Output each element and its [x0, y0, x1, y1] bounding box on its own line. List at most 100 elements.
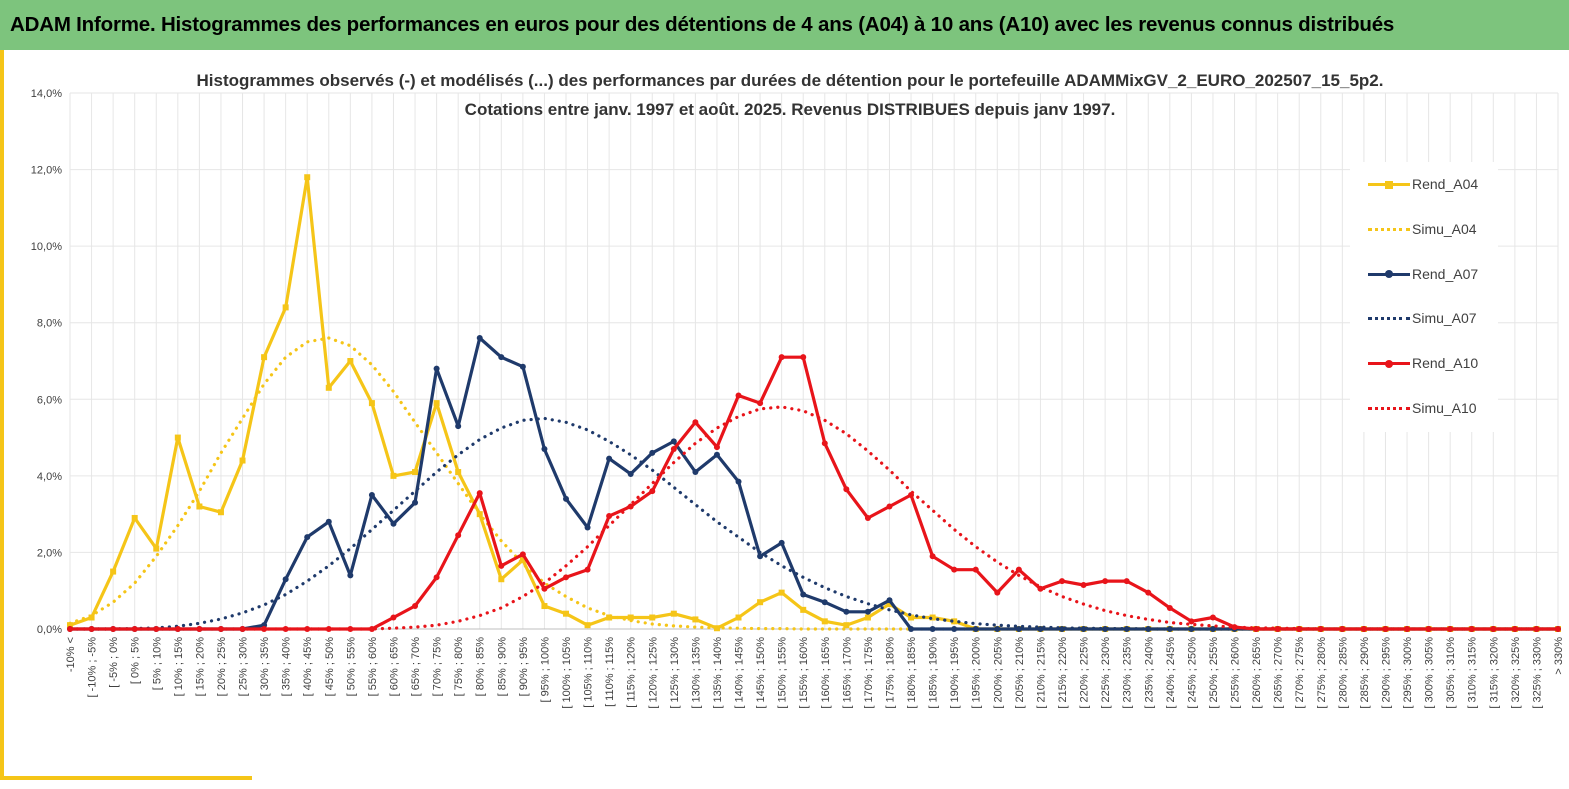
data-point-rend-a04 — [433, 400, 440, 407]
data-point-rend-a04 — [606, 614, 613, 621]
x-tick-label: [ 15% ; 20% — [194, 637, 206, 697]
legend-swatch — [1368, 407, 1410, 410]
x-tick-label: [ 80% ; 85% — [475, 637, 487, 697]
y-tick-label: 6,0% — [37, 394, 62, 406]
data-point-rend-a07 — [325, 518, 332, 525]
data-point-rend-a07 — [951, 626, 958, 632]
x-tick-label: [ 85% ; 90% — [496, 637, 508, 697]
x-tick-label: [ 270% ; 275% — [1294, 637, 1306, 709]
legend-swatch — [1368, 227, 1410, 231]
x-tick-label: [ 40% ; 45% — [302, 637, 314, 697]
data-point-rend-a10 — [1037, 585, 1044, 592]
x-tick-label: [ 155% ; 160% — [798, 637, 810, 709]
data-point-rend-a07 — [821, 599, 828, 606]
x-tick-label: [ 180% ; 185% — [906, 637, 918, 709]
x-tick-label: [ 210% ; 215% — [1035, 637, 1047, 709]
x-tick-label: [ 265% ; 270% — [1273, 637, 1285, 709]
x-tick-label: [ 45% ; 50% — [324, 637, 336, 697]
x-tick-label: [ 295% ; 300% — [1402, 637, 1414, 709]
data-point-rend-a04 — [412, 469, 419, 476]
data-point-rend-a04 — [261, 354, 268, 361]
x-tick-label: [ 35% ; 40% — [281, 637, 293, 697]
data-point-rend-a07 — [908, 626, 915, 632]
data-point-rend-a04 — [519, 557, 526, 564]
data-point-rend-a07 — [1037, 626, 1044, 632]
x-tick-label: [ 235% ; 240% — [1143, 637, 1155, 709]
series-line-simu-a10 — [68, 405, 1560, 631]
data-point-rend-a07 — [994, 626, 1001, 632]
legend-item: Rend_A07 — [1368, 264, 1498, 284]
data-point-rend-a10 — [972, 566, 979, 573]
legend-label: Simu_A10 — [1412, 400, 1477, 416]
data-point-rend-a07 — [627, 470, 634, 477]
data-point-rend-a10 — [1166, 604, 1173, 611]
data-point-rend-a04 — [174, 434, 181, 441]
data-point-rend-a10 — [994, 589, 1001, 596]
data-point-rend-a07 — [1059, 626, 1065, 632]
data-point-rend-a07 — [347, 572, 354, 579]
data-point-rend-a10 — [713, 444, 720, 451]
x-tick-label: [ 175% ; 180% — [884, 637, 896, 709]
data-point-rend-a10 — [433, 574, 440, 581]
data-point-rend-a07 — [649, 449, 656, 456]
legend-marker — [1385, 359, 1393, 368]
data-point-rend-a10 — [1209, 614, 1216, 621]
data-point-rend-a04 — [757, 599, 764, 606]
x-tick-label: [ 25% ; 30% — [238, 637, 250, 697]
legend-item: Simu_A10 — [1368, 398, 1498, 418]
x-tick-label: [ 20% ; 25% — [216, 637, 228, 697]
data-point-rend-a04 — [541, 603, 548, 610]
x-tick-label: [ 95% ; 100% — [539, 637, 551, 703]
legend-swatch — [1368, 359, 1410, 368]
data-point-rend-a10 — [1015, 566, 1022, 573]
x-tick-label: [ 280% ; 285% — [1337, 637, 1349, 709]
data-point-rend-a07 — [606, 455, 613, 462]
data-point-rend-a04 — [864, 614, 871, 621]
x-tick-label: [ 195% ; 200% — [971, 637, 983, 709]
x-tick-label: [ 55% ; 60% — [367, 637, 379, 697]
x-tick-label: [ 230% ; 235% — [1122, 637, 1134, 709]
x-tick-label: [ 60% ; 65% — [388, 637, 400, 697]
data-point-rend-a10 — [886, 503, 893, 510]
data-point-rend-a10 — [606, 513, 613, 520]
series-line-rend-a10 — [70, 355, 1558, 631]
x-tick-label: [ 120% ; 125% — [647, 637, 659, 709]
data-point-rend-a07 — [735, 478, 742, 485]
series-line-rend-a07 — [70, 336, 1558, 631]
data-point-rend-a07 — [455, 423, 462, 430]
y-tick-label: 2,0% — [37, 547, 62, 559]
data-point-rend-a10 — [455, 532, 462, 539]
x-tick-label: [ 240% ; 245% — [1165, 637, 1177, 709]
data-point-rend-a10 — [929, 553, 936, 560]
data-point-rend-a07 — [972, 626, 979, 632]
x-tick-label: [ 130% ; 135% — [690, 637, 702, 709]
y-tick-label: 0,0% — [37, 624, 62, 636]
data-point-rend-a04 — [131, 514, 138, 521]
x-tick-label: [ 90% ; 95% — [518, 637, 530, 697]
data-point-rend-a10 — [368, 626, 375, 632]
data-point-rend-a04 — [735, 614, 742, 621]
x-tick-label: [ 305% ; 310% — [1445, 637, 1457, 709]
data-point-rend-a10 — [821, 440, 828, 447]
x-tick-label: [ 65% ; 70% — [410, 637, 422, 697]
legend-swatch — [1368, 317, 1410, 321]
legend-swatch — [1368, 270, 1410, 279]
data-point-rend-a10 — [390, 614, 397, 621]
data-point-rend-a10 — [412, 603, 419, 610]
data-point-rend-a10 — [498, 562, 505, 569]
data-point-rend-a10 — [1123, 578, 1130, 585]
x-tick-label: [ 145% ; 150% — [755, 637, 767, 709]
x-tick-label: [ 190% ; 195% — [949, 637, 961, 709]
data-point-rend-a04 — [217, 509, 224, 516]
x-tick-label: [ 300% ; 305% — [1424, 637, 1436, 709]
x-tick-label: [ 290% ; 295% — [1380, 637, 1392, 709]
x-tick-label: -10% < — [65, 637, 77, 672]
data-point-rend-a07 — [670, 438, 677, 445]
data-point-rend-a10 — [692, 419, 699, 426]
x-tick-label: [ 185% ; 190% — [928, 637, 940, 709]
data-point-rend-a04 — [584, 622, 591, 629]
x-tick-label: [ 70% ; 75% — [432, 637, 444, 697]
data-point-rend-a04 — [778, 589, 785, 596]
header-banner: ADAM Informe. Histogrammes des performan… — [0, 0, 1569, 50]
x-tick-label: [ 160% ; 165% — [820, 637, 832, 709]
